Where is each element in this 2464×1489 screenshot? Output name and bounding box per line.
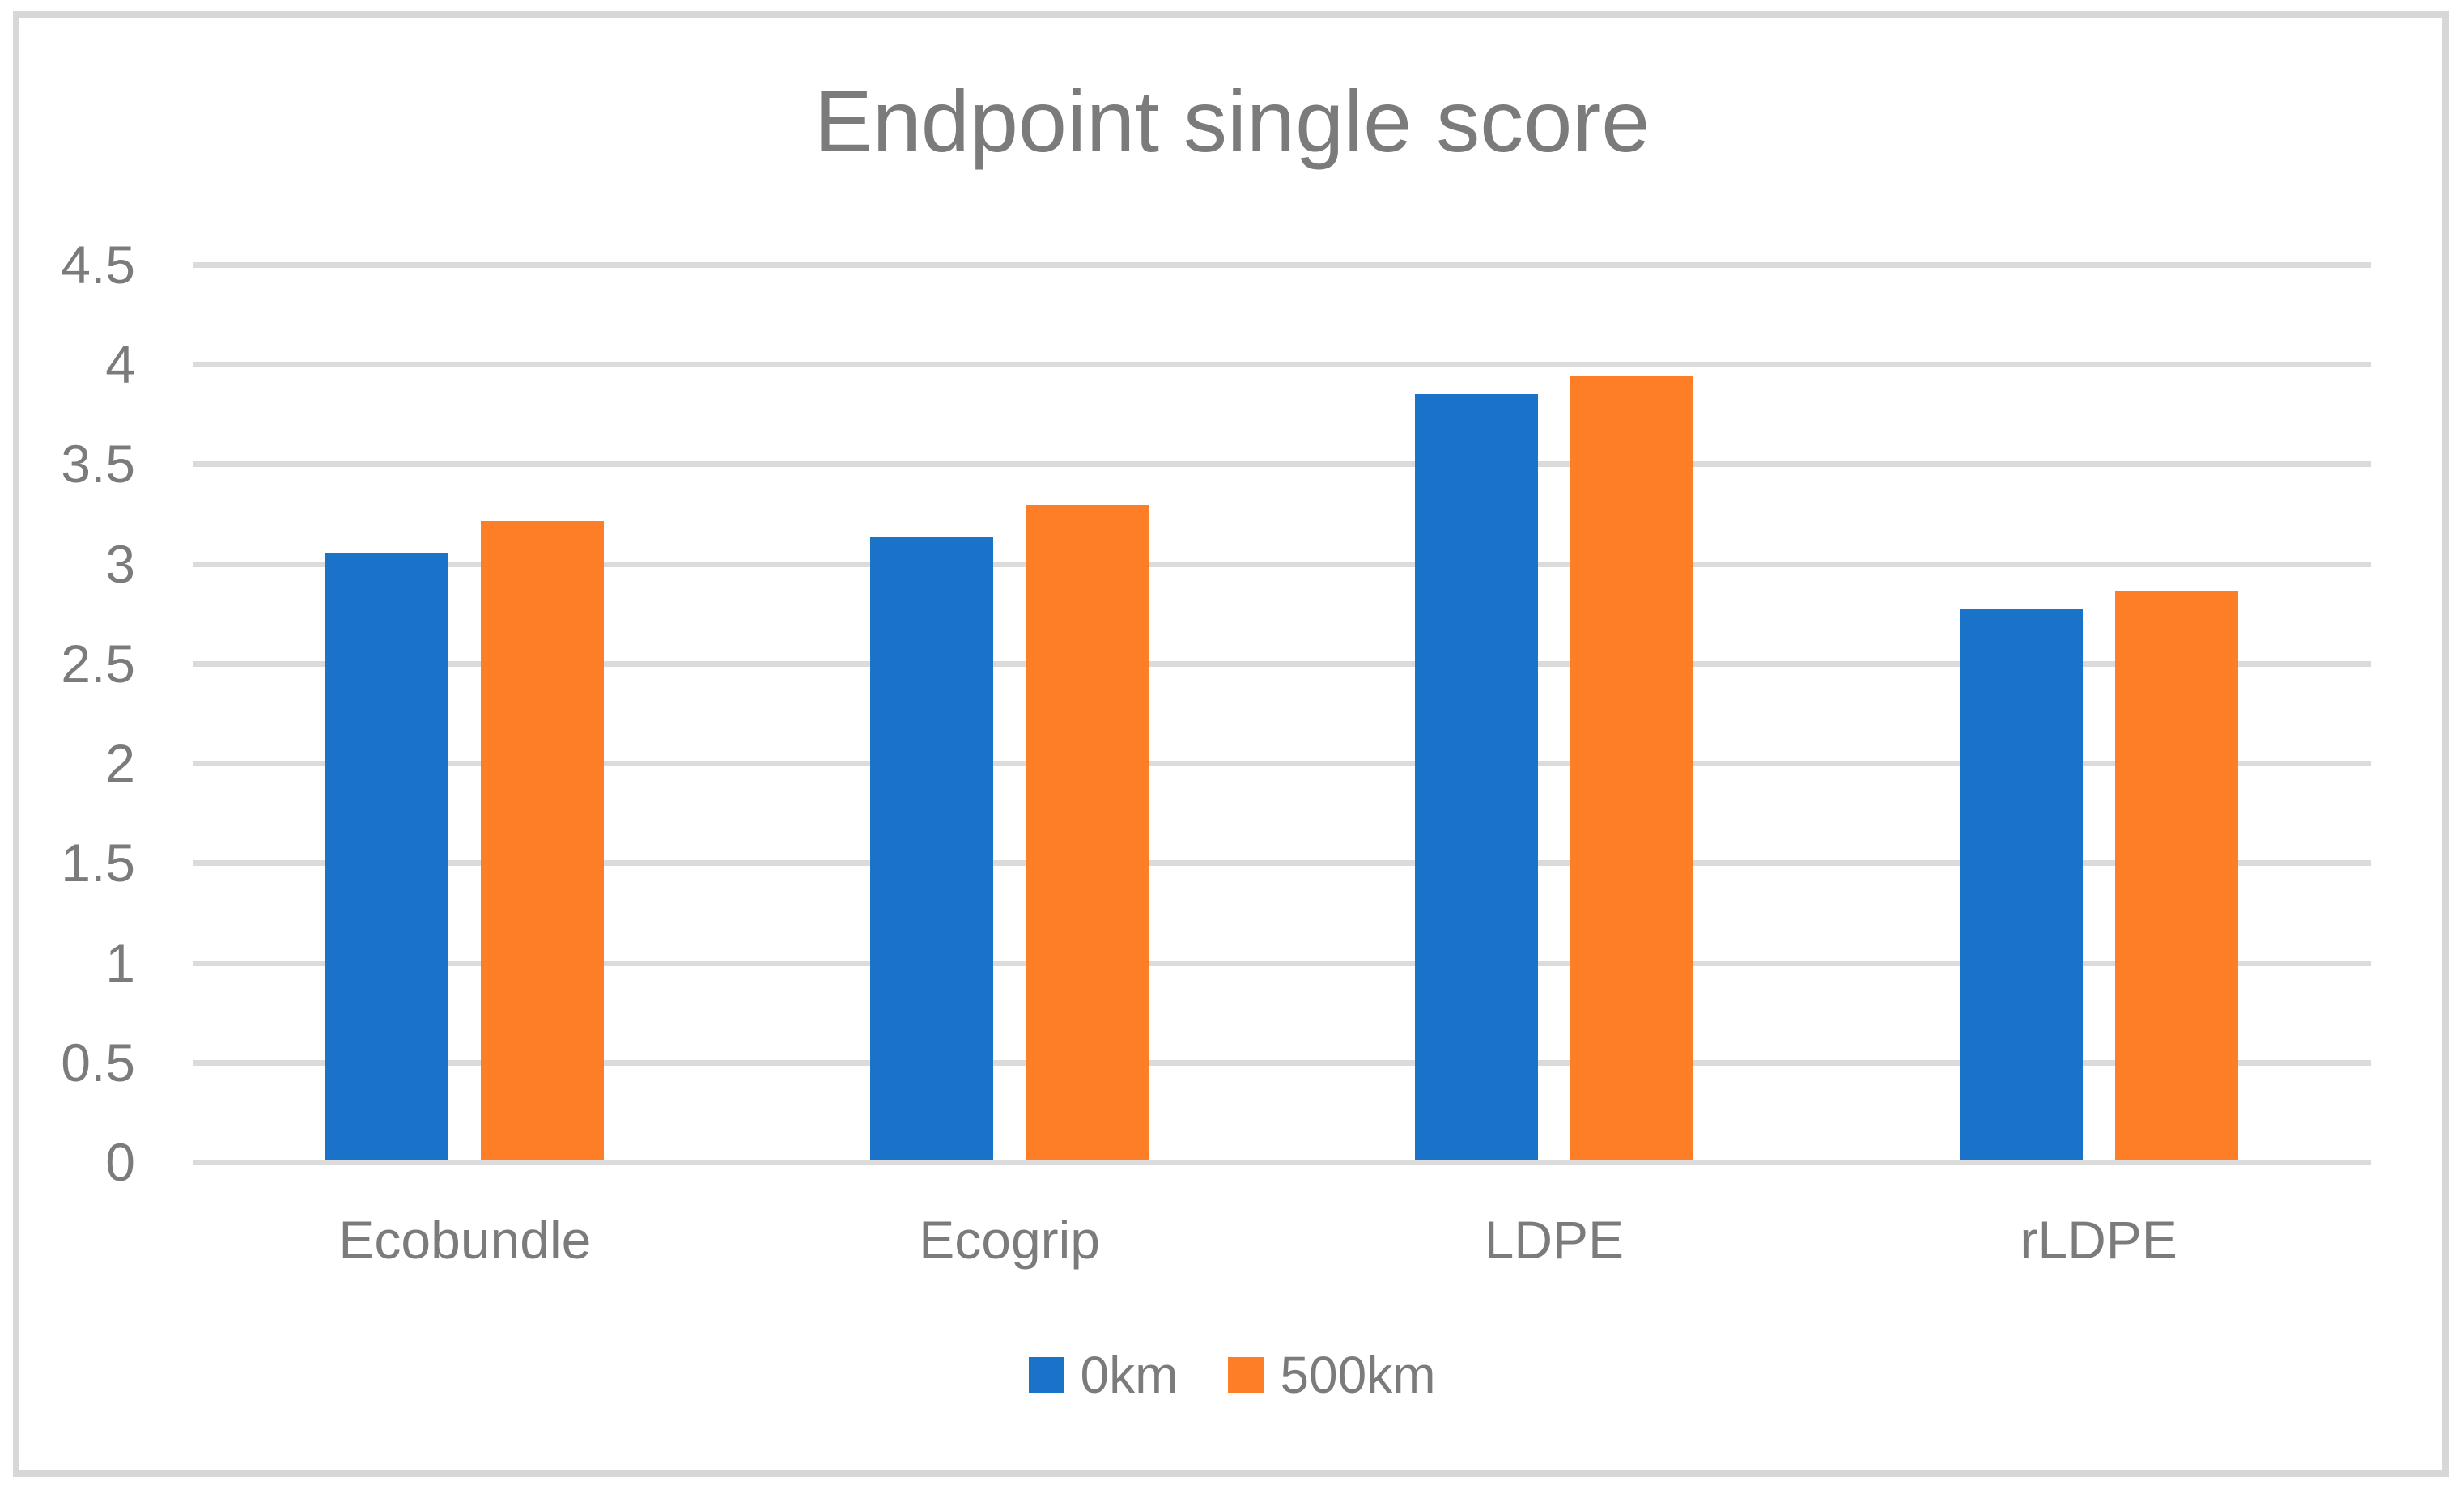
bar-500km-ecobundle bbox=[481, 521, 605, 1160]
bar-0km-ecobundle bbox=[325, 553, 449, 1160]
legend-swatch-500km bbox=[1228, 1357, 1264, 1393]
gridline-y-3 bbox=[193, 561, 2371, 567]
gridline-y-0 bbox=[193, 1160, 2371, 1165]
x-axis-category-label-ecobundle: Ecobundle bbox=[338, 1210, 592, 1270]
gridline-y-4.5 bbox=[193, 262, 2371, 268]
gridline-y-0.5 bbox=[193, 1059, 2371, 1066]
bar-500km-ldpe bbox=[1570, 375, 1693, 1160]
gridline-y-1.5 bbox=[193, 860, 2371, 867]
legend-label-0km: 0km bbox=[1080, 1346, 1179, 1404]
bar-0km-rldpe bbox=[1959, 609, 2083, 1160]
legend-item-500km: 500km bbox=[1228, 1345, 1436, 1405]
gridline-y-2.5 bbox=[193, 660, 2371, 667]
bar-500km-rldpe bbox=[2114, 591, 2238, 1160]
chart-title: Endpoint single score bbox=[814, 72, 1650, 170]
y-axis-tick-label-2.5: 2.5 bbox=[61, 633, 135, 694]
gridline-y-1 bbox=[193, 960, 2371, 966]
y-axis-tick-label-2: 2 bbox=[105, 733, 135, 794]
y-axis-tick-label-1.5: 1.5 bbox=[61, 833, 135, 893]
legend-item-0km: 0km bbox=[1028, 1345, 1179, 1405]
y-axis-tick-label-0.5: 0.5 bbox=[61, 1032, 135, 1092]
y-axis-tick-label-4.5: 4.5 bbox=[61, 235, 135, 295]
x-axis-category-label-ecogrip: Ecogrip bbox=[919, 1210, 1101, 1270]
legend-label-500km: 500km bbox=[1280, 1346, 1436, 1404]
x-axis-category-label-rldpe: rLDPE bbox=[2020, 1210, 2177, 1270]
y-axis-tick-label-1: 1 bbox=[105, 932, 135, 993]
gridline-y-3.5 bbox=[193, 461, 2371, 468]
bar-0km-ldpe bbox=[1414, 393, 1538, 1160]
y-axis-tick-label-4: 4 bbox=[105, 334, 135, 395]
legend: 0km 500km bbox=[0, 1345, 2464, 1405]
gridline-y-4 bbox=[193, 362, 2371, 368]
gridline-y-2 bbox=[193, 761, 2371, 767]
y-axis-tick-label-3: 3 bbox=[105, 533, 135, 594]
bar-0km-ecogrip bbox=[870, 537, 994, 1160]
y-axis-tick-label-0: 0 bbox=[105, 1132, 135, 1192]
bar-500km-ecogrip bbox=[1026, 505, 1149, 1160]
legend-swatch-0km bbox=[1028, 1357, 1064, 1393]
y-axis-tick-label-3.5: 3.5 bbox=[61, 434, 135, 494]
x-axis-category-label-ldpe: LDPE bbox=[1484, 1210, 1625, 1270]
